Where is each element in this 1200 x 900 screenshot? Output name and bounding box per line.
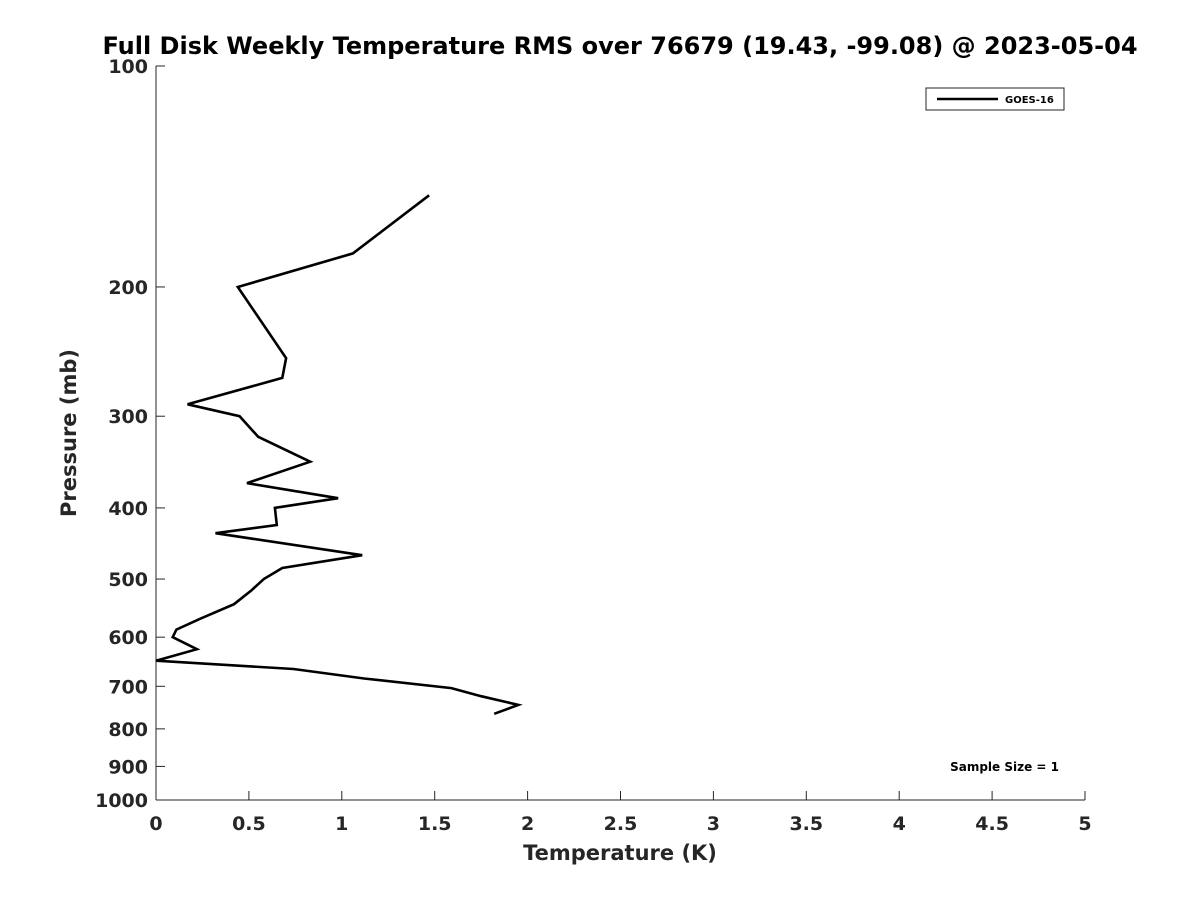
y-tick-label: 400 xyxy=(108,498,148,520)
y-ticks: 100 200 300 400 500 600 700 800 900 1000 xyxy=(95,56,165,812)
x-tick-label: 1 xyxy=(335,813,348,835)
y-axis-label: Pressure (mb) xyxy=(57,349,81,517)
legend-label: GOES-16 xyxy=(1005,95,1054,106)
x-tick-label: 5 xyxy=(1078,813,1091,835)
y-tick-label: 600 xyxy=(108,627,148,649)
x-tick-label: 3.5 xyxy=(789,813,823,835)
x-tick-label: 0 xyxy=(149,813,162,835)
x-tick-label: 1.5 xyxy=(418,813,452,835)
y-tick-label: 200 xyxy=(108,277,148,299)
x-tick-label: 4 xyxy=(893,813,906,835)
y-tick-label: 500 xyxy=(108,569,148,591)
x-tick-label: 2.5 xyxy=(604,813,638,835)
legend: GOES-16 xyxy=(925,87,1065,111)
x-ticks: 0 0.5 1 1.5 2 2.5 3 3.5 4 4.5 5 xyxy=(149,791,1092,835)
sample-size-annotation: Sample Size = 1 xyxy=(950,760,1059,774)
y-tick-label: 1000 xyxy=(95,790,148,812)
plot-area xyxy=(156,66,1085,800)
y-tick-label: 100 xyxy=(108,56,148,78)
series-line-goes-16 xyxy=(155,194,523,716)
x-tick-label: 0.5 xyxy=(232,813,266,835)
x-tick-label: 4.5 xyxy=(975,813,1009,835)
x-tick-label: 2 xyxy=(521,813,534,835)
series-layer xyxy=(155,194,523,716)
y-tick-label: 300 xyxy=(108,406,148,428)
y-tick-label: 800 xyxy=(108,719,148,741)
x-axis-label: Temperature (K) xyxy=(523,841,717,865)
y-tick-label: 900 xyxy=(108,756,148,778)
chart-title: Full Disk Weekly Temperature RMS over 76… xyxy=(102,32,1137,60)
x-tick-label: 3 xyxy=(707,813,720,835)
y-tick-label: 700 xyxy=(108,676,148,698)
